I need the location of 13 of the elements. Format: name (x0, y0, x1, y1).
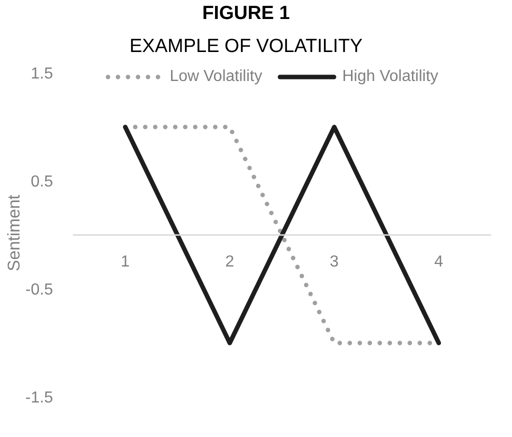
x-tick-label: 1 (120, 254, 130, 270)
legend-label: Low Volatility (170, 68, 262, 86)
chart-subtitle: EXAMPLE OF VOLATILITY (128, 36, 364, 57)
y-tick-label: 1.5 (30, 66, 54, 83)
y-tick-label: -0.5 (25, 282, 54, 299)
x-tick-label: 3 (330, 254, 339, 270)
legend-label: High Volatility (342, 68, 438, 86)
y-tick-label: -1.5 (25, 390, 54, 407)
y-tick-label: 0.5 (30, 174, 54, 191)
y-axis-title: Sentiment (4, 194, 24, 272)
x-tick-label: 2 (225, 254, 234, 270)
chart-title: FIGURE 1 (201, 3, 291, 24)
x-tick-label: 4 (434, 254, 444, 270)
